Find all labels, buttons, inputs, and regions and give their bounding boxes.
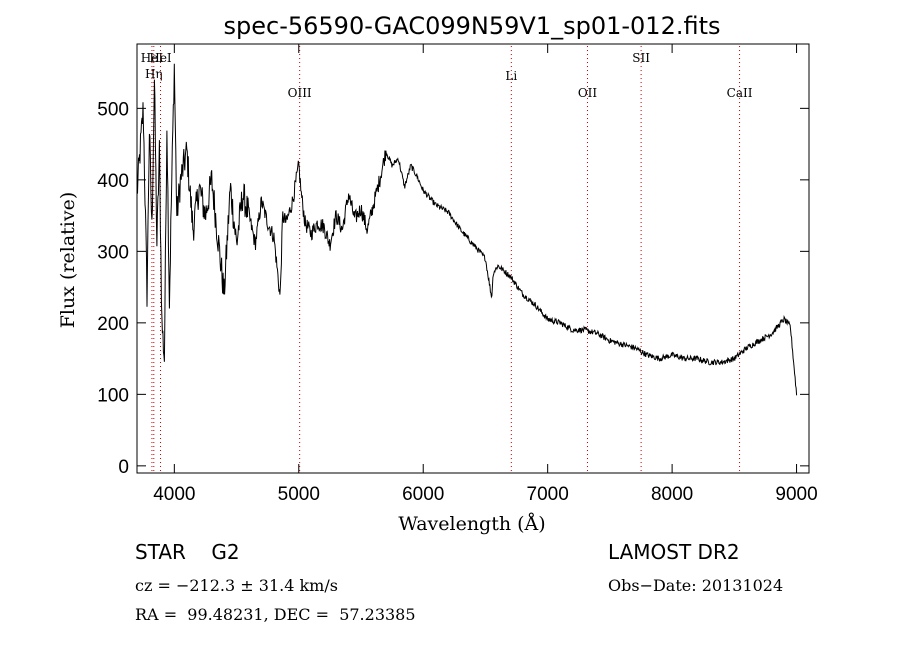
y-tick-label: 300 — [97, 242, 129, 263]
y-tick-label: 500 — [97, 99, 129, 120]
x-tick-label: 6000 — [402, 484, 444, 505]
coordinates-readout: RA = 99.48231, DEC = 57.23385 — [135, 605, 416, 624]
chart-title: spec-56590-GAC099N59V1_sp01-012.fits — [224, 12, 721, 40]
x-tick-label: 4000 — [153, 484, 195, 505]
x-axis-label: Wavelength (Å) — [398, 513, 545, 535]
y-tick-label: 100 — [97, 385, 129, 406]
line-marker-label: OII — [578, 86, 598, 100]
y-axis-label: Flux (relative) — [57, 192, 79, 329]
y-tick-label: 200 — [97, 314, 129, 335]
spectrum-series — [136, 63, 798, 396]
line-marker-label: HeI — [149, 51, 172, 65]
x-axis-ticks: 4000 5000 6000 7000 8000 9000 — [153, 44, 818, 505]
survey-name: LAMOST DR2 — [608, 540, 740, 564]
object-class: STAR G2 — [135, 540, 240, 564]
line-marker-label: Li — [505, 69, 517, 83]
x-tick-label: 5000 — [278, 484, 320, 505]
line-marker-label: HeI — [141, 51, 164, 65]
x-tick-label: 7000 — [527, 484, 569, 505]
plot-frame — [136, 43, 810, 474]
line-marker-label: CaII — [727, 86, 753, 100]
spectrum-line — [136, 63, 798, 396]
observation-date: Obs−Date: 20131024 — [608, 576, 784, 595]
line-marker-label: OIII — [288, 86, 312, 100]
redshift-readout: cz = −212.3 ± 31.4 km/s — [135, 576, 338, 595]
y-tick-label: 0 — [118, 457, 129, 478]
spectral-line-markers: HeI Hη HeI OIII Li OII SII CaII — [141, 46, 753, 473]
x-tick-label: 8000 — [651, 484, 693, 505]
y-tick-label: 400 — [97, 171, 129, 192]
x-tick-label: 9000 — [775, 484, 817, 505]
line-marker-label: SII — [632, 51, 650, 65]
line-marker-label: Hη — [145, 67, 163, 81]
y-axis-ticks: 0 100 200 300 400 500 — [97, 99, 809, 478]
